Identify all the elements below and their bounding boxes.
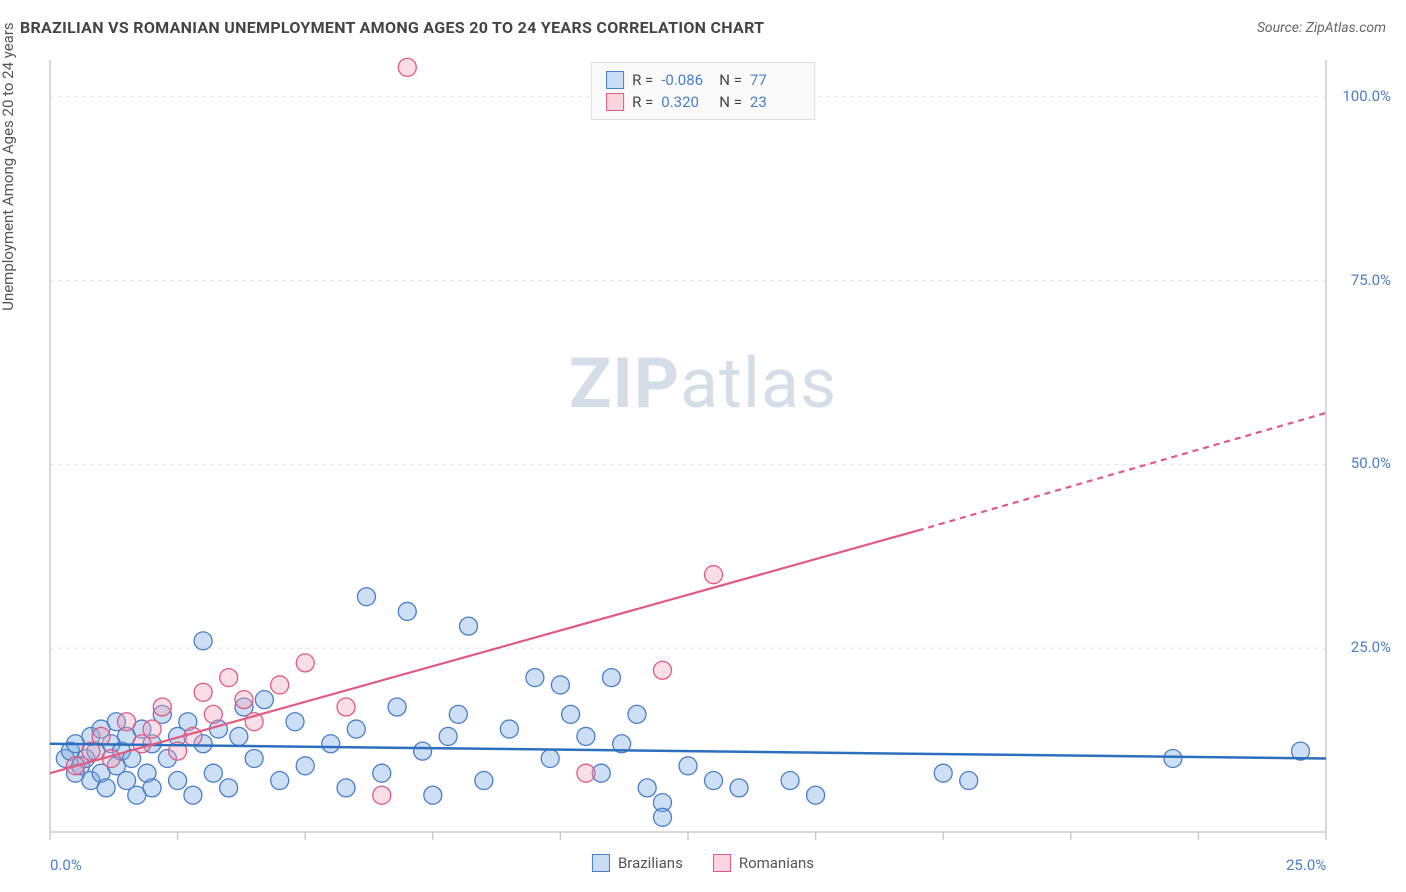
legend-r-label: R = bbox=[632, 71, 653, 89]
legend-n-label: N = bbox=[719, 93, 742, 111]
y-tick-label: 75.0% bbox=[1351, 271, 1391, 289]
legend-stats-row: R = -0.086 N = 77 bbox=[606, 69, 800, 91]
y-tick-label: 50.0% bbox=[1351, 454, 1391, 472]
legend-n-value: 77 bbox=[750, 71, 800, 89]
legend-swatch bbox=[606, 93, 624, 111]
legend-series: Brazilians Romanians bbox=[592, 854, 814, 872]
x-tick-label: 25.0% bbox=[1286, 856, 1326, 874]
x-tick-label: 0.0% bbox=[50, 856, 82, 874]
legend-r-value: 0.320 bbox=[661, 93, 711, 111]
legend-stats: R = -0.086 N = 77 R = 0.320 N = 23 bbox=[591, 62, 815, 120]
legend-n-value: 23 bbox=[750, 93, 800, 111]
legend-r-value: -0.086 bbox=[661, 71, 711, 89]
legend-n-label: N = bbox=[719, 71, 742, 89]
legend-r-label: R = bbox=[632, 93, 653, 111]
legend-series-item: Brazilians bbox=[592, 854, 683, 872]
scatter-chart bbox=[0, 0, 1406, 892]
legend-series-label: Romanians bbox=[739, 854, 814, 872]
legend-stats-row: R = 0.320 N = 23 bbox=[606, 91, 800, 113]
y-tick-label: 25.0% bbox=[1351, 638, 1391, 656]
legend-series-item: Romanians bbox=[713, 854, 814, 872]
legend-swatch bbox=[606, 71, 624, 89]
legend-swatch bbox=[713, 854, 731, 872]
legend-series-label: Brazilians bbox=[618, 854, 683, 872]
legend-swatch bbox=[592, 854, 610, 872]
y-tick-label: 100.0% bbox=[1342, 87, 1391, 105]
